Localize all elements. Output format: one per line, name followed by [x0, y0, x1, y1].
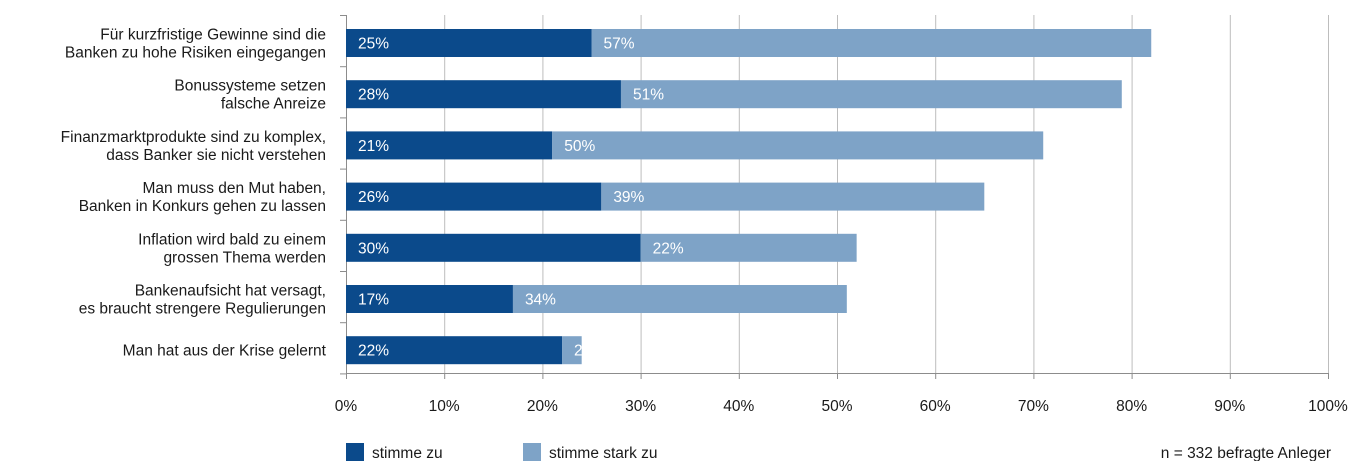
bar-segment-stimme-zu — [346, 336, 563, 365]
x-tick-label: 40% — [723, 398, 754, 415]
bar-segment-stimme-zu — [346, 131, 553, 160]
legend-item-stimme-zu: stimme zu — [346, 443, 443, 461]
x-tick-label: 80% — [1116, 398, 1147, 415]
category-label: Inflation wird bald zu einem — [138, 231, 326, 248]
x-tick-label: 100% — [1308, 398, 1348, 415]
bar-segment-stimme-zu — [346, 285, 513, 313]
category-label: grossen Thema werden — [163, 249, 326, 266]
x-tick-label: 10% — [429, 398, 460, 415]
data-label: 22% — [358, 343, 389, 360]
category-label: Für kurzfristige Gewinne sind die — [100, 27, 326, 44]
category-label: es braucht strengere Regulierungen — [79, 301, 326, 318]
data-label: 34% — [525, 292, 556, 309]
data-label: 51% — [633, 87, 664, 104]
category-label: falsche Anreize — [221, 96, 326, 113]
data-label: 39% — [613, 189, 644, 206]
data-label: 50% — [564, 138, 595, 155]
data-label: 22% — [653, 240, 684, 257]
x-tick-label: 30% — [625, 398, 656, 415]
x-tick-label: 90% — [1214, 398, 1245, 415]
data-label: 28% — [358, 87, 389, 104]
category-label: Man hat aus der Krise gelernt — [123, 343, 327, 360]
x-tick-label: 70% — [1018, 398, 1049, 415]
bar-segment-stimme-stark-zu — [601, 182, 985, 211]
bar-segment-stimme-zu — [346, 233, 641, 262]
x-tick-labels: 0% 10% 20% 30% 40% 50% 60% 70% 80% 90% 100% — [335, 398, 1348, 415]
data-label: 17% — [358, 292, 389, 309]
bar-segment-stimme-zu — [346, 29, 592, 57]
bar-segment-stimme-zu — [346, 80, 621, 109]
category-labels: Für kurzfristige Gewinne sind dieBanken … — [61, 27, 327, 360]
bar-segment-stimme-stark-zu — [552, 131, 1044, 160]
x-tick-label: 0% — [335, 398, 358, 415]
data-label: 21% — [358, 138, 389, 155]
bar-segment-stimme-stark-zu — [562, 336, 582, 365]
category-label: Man muss den Mut haben, — [142, 180, 326, 197]
category-label: Bankenaufsicht hat versagt, — [135, 283, 326, 300]
category-label: Finanzmarktprodukte sind zu komplex, — [61, 129, 326, 146]
x-tick-label: 20% — [527, 398, 558, 415]
data-label: 30% — [358, 240, 389, 257]
sample-size-note: n = 332 befragte Anleger — [1161, 445, 1331, 461]
legend: stimme zu stimme stark zu — [346, 443, 658, 461]
x-tick-label: 60% — [920, 398, 951, 415]
bar-segment-stimme-stark-zu — [512, 285, 847, 313]
category-label: dass Banker sie nicht verstehen — [106, 147, 326, 164]
legend-swatch-stimme-stark-zu — [523, 443, 541, 461]
legend-swatch-stimme-zu — [346, 443, 364, 461]
bar-segment-stimme-stark-zu — [620, 80, 1122, 109]
bar-segment-stimme-stark-zu — [591, 29, 1152, 57]
x-tick-label: 50% — [821, 398, 852, 415]
bar-segment-stimme-zu — [346, 182, 602, 211]
category-label: Bonussysteme setzen — [174, 78, 326, 95]
data-label: 2% — [574, 343, 597, 360]
bar-segment-stimme-stark-zu — [640, 233, 857, 262]
data-label: 57% — [604, 36, 635, 53]
bars: 25% 57% 28% 51% 21% 50% 26% 39% 30% 22% 17% 34% 22% 2… — [346, 29, 1152, 365]
legend-label-stimme-stark-zu: stimme stark zu — [549, 445, 658, 461]
legend-label-stimme-zu: stimme zu — [372, 445, 443, 461]
data-label: 26% — [358, 189, 389, 206]
category-label: Banken zu hohe Risiken eingegangen — [65, 45, 326, 62]
legend-item-stimme-stark-zu: stimme stark zu — [523, 443, 658, 461]
category-label: Banken in Konkurs gehen zu lassen — [79, 198, 326, 215]
data-label: 25% — [358, 36, 389, 53]
